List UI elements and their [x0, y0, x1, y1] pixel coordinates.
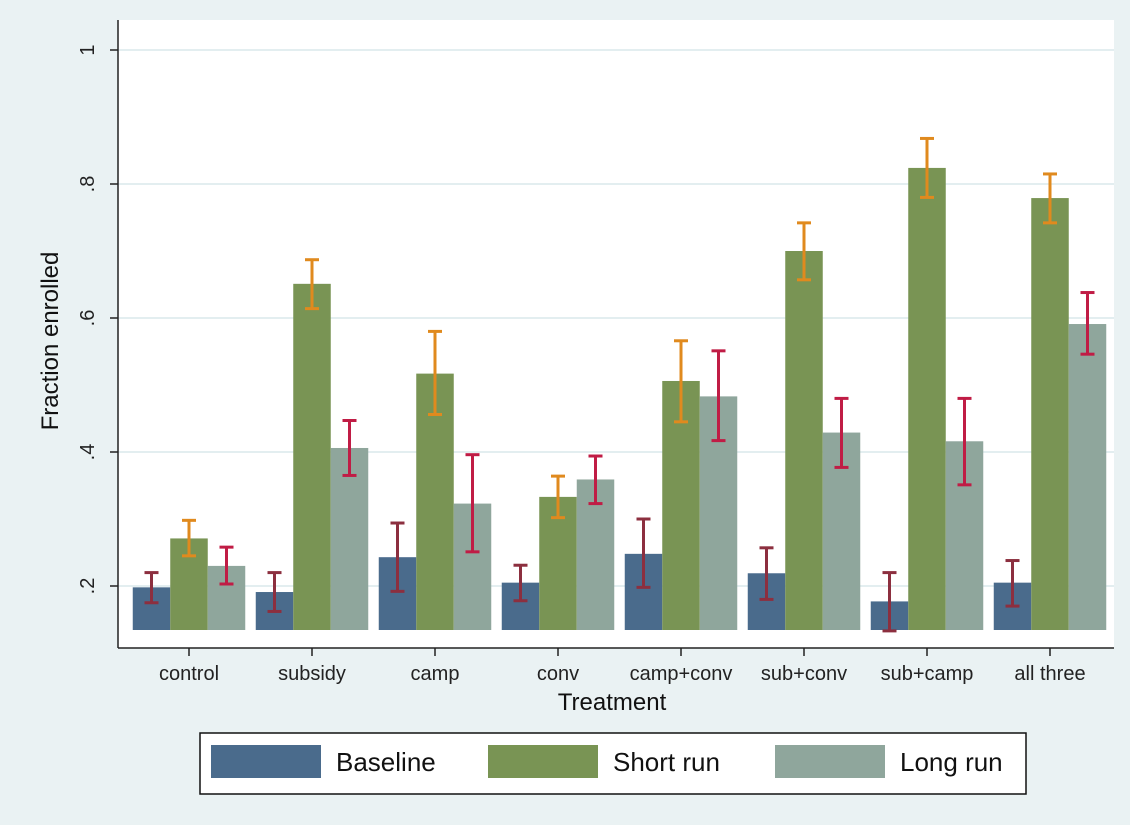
bar-short-run-all-three: [1031, 198, 1069, 630]
x-tick-label-control: control: [159, 663, 219, 685]
x-tick-label-sub-camp: sub+camp: [881, 663, 974, 685]
bar-short-run-subsidy: [293, 283, 331, 630]
error-bar-long-run-all-three: [1080, 291, 1095, 356]
x-tick-label-all-three: all three: [1014, 663, 1085, 685]
error-bar-long-run-conv: [588, 454, 603, 506]
error-bar-baseline-control: [144, 571, 159, 605]
legend-box: [199, 732, 1027, 795]
error-bar-short-run-camp-conv: [674, 339, 688, 424]
x-tick-label-sub-conv: sub+conv: [761, 663, 847, 685]
y-tick-label: .8: [77, 176, 99, 193]
bar-long-run-subsidy: [330, 447, 369, 630]
legend-swatch-baseline: [211, 745, 321, 778]
legend-label-long-run: Long run: [900, 747, 1003, 777]
error-bars: [144, 136, 1095, 633]
x-axis-ticks: control subsidy camp conv camp+conv sub+conv s…: [159, 648, 1086, 685]
error-bar-baseline-sub-conv: [759, 546, 774, 601]
error-bar-baseline-conv: [513, 563, 528, 603]
error-bar-long-run-sub-camp: [957, 396, 972, 487]
bar-long-run-all-three: [1068, 324, 1107, 630]
bar-short-run-sub-conv: [785, 251, 823, 630]
error-bar-long-run-camp: [465, 453, 480, 554]
x-tick-label-conv: conv: [537, 663, 579, 685]
error-bar-short-run-camp: [428, 329, 442, 416]
y-axis-ticks: .2 .4 .6 .8 1: [77, 44, 118, 594]
error-bar-short-run-control: [182, 518, 196, 558]
x-tick-label-camp: camp: [411, 663, 460, 685]
x-tick-label-camp-conv: camp+conv: [630, 663, 733, 685]
error-bar-long-run-sub-conv: [834, 396, 849, 469]
legend-label-baseline: Baseline: [336, 747, 436, 777]
bar-short-run-camp: [416, 373, 454, 630]
error-bar-long-run-control: [219, 545, 234, 586]
error-bar-baseline-sub-camp: [882, 571, 897, 633]
y-tick-label: .4: [77, 444, 99, 461]
error-bar-baseline-subsidy: [267, 571, 282, 613]
error-bar-short-run-sub-conv: [797, 221, 811, 282]
legend-label-short-run: Short run: [613, 747, 720, 777]
y-tick-label: .2: [77, 578, 99, 595]
y-tick-label: 1: [77, 44, 99, 55]
error-bar-short-run-subsidy: [305, 258, 319, 311]
bar-short-run-sub-camp: [908, 167, 946, 631]
x-tick-label-subsidy: subsidy: [278, 663, 346, 685]
legend-swatch-long-run: [775, 745, 885, 778]
error-bar-long-run-camp-conv: [711, 349, 726, 443]
y-tick-label: .6: [77, 310, 99, 327]
legend: Baseline Short run Long run: [199, 732, 1027, 795]
x-axis-title: Treatment: [558, 689, 667, 716]
y-axis-title: Fraction enrolled: [37, 252, 64, 431]
error-bar-short-run-conv: [551, 474, 565, 520]
error-bar-long-run-subsidy: [342, 419, 357, 477]
error-bar-baseline-camp: [390, 521, 405, 593]
error-bar-short-run-sub-camp: [920, 136, 934, 199]
legend-swatch-short-run: [488, 745, 598, 778]
error-bar-baseline-camp-conv: [636, 517, 651, 589]
error-bar-baseline-all-three: [1005, 559, 1020, 608]
error-bar-short-run-all-three: [1043, 172, 1057, 225]
